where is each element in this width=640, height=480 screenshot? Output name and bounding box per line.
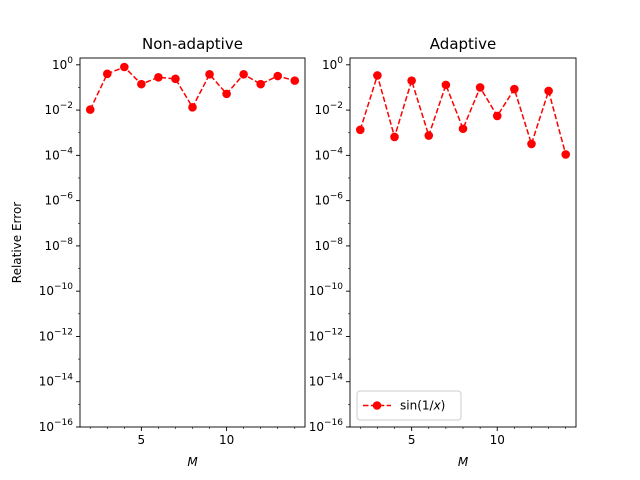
legend-label: sin(1/x): [400, 399, 445, 413]
y-tick-label: 10−2: [314, 101, 343, 117]
y-tick-label: 10−8: [314, 237, 343, 253]
x-axis-label: M: [187, 455, 198, 469]
axes-frame: [79, 57, 306, 428]
data-point: [222, 89, 231, 99]
data-point: [458, 124, 468, 134]
data-point: [239, 70, 248, 79]
panel-adaptive: 5 10 100 10−2 10−4 10−6 10−8 10−10 10−12 10−14 10−…: [309, 35, 577, 469]
y-tick-label: 100: [52, 56, 73, 72]
legend: sin(1/x): [356, 390, 462, 421]
y-tick-label: 10−16: [309, 418, 344, 434]
y-tick-label: 10−10: [309, 282, 344, 298]
data-point: [188, 102, 197, 112]
data-point: [256, 79, 265, 89]
data-point: [390, 132, 399, 142]
data-point: [441, 80, 451, 90]
y-axis-label: Relative Error: [10, 202, 24, 284]
y-tick-label: 10−8: [44, 237, 73, 253]
panel-non-adaptive: 5 10 100 10−2 10−4 10−6 10−8 10−10 10−12 10−14 10−…: [10, 35, 306, 469]
legend-box: [356, 390, 462, 421]
data-point: [561, 150, 571, 159]
data-point: [492, 111, 502, 121]
data-point: [154, 73, 163, 82]
y-tick-label: 10−6: [44, 192, 73, 208]
x-tick-label: 10: [219, 433, 234, 447]
data-point: [137, 79, 146, 89]
data-point: [355, 125, 365, 135]
y-tick-label: 10−4: [44, 146, 73, 162]
y-tick-label: 10−14: [39, 373, 74, 389]
data-point: [475, 83, 485, 92]
y-tick-label: 10−12: [309, 327, 343, 343]
data-point: [102, 69, 112, 79]
data-point: [205, 70, 214, 79]
data-point: [290, 76, 300, 85]
data-point: [171, 74, 180, 84]
y-tick-label: 10−2: [44, 101, 73, 117]
data-point: [424, 131, 434, 140]
data-point: [120, 62, 129, 72]
y-tick-label: 10−10: [39, 282, 74, 298]
axes-frame: [349, 57, 577, 428]
chart-title: Non-adaptive: [142, 35, 243, 53]
y-tick-label: 10−16: [39, 418, 74, 434]
data-point: [373, 71, 382, 80]
chart-title: Adaptive: [430, 35, 496, 53]
y-tick-label: 10−6: [314, 192, 343, 208]
data-point: [510, 84, 519, 94]
legend-marker: [372, 401, 382, 410]
data-point: [407, 76, 416, 85]
y-tick-label: 10−4: [314, 146, 343, 162]
data-point: [544, 86, 553, 96]
x-tick-label: 5: [408, 433, 416, 447]
y-tick-label: 10−14: [309, 373, 344, 389]
x-tick-label: 5: [138, 433, 146, 447]
data-point: [273, 71, 283, 81]
x-axis-label: M: [458, 455, 469, 469]
x-tick-label: 10: [490, 433, 505, 447]
y-tick-label: 10−12: [39, 327, 73, 343]
y-tick-label: 100: [322, 56, 343, 72]
data-point: [527, 139, 536, 149]
data-point: [85, 105, 95, 114]
